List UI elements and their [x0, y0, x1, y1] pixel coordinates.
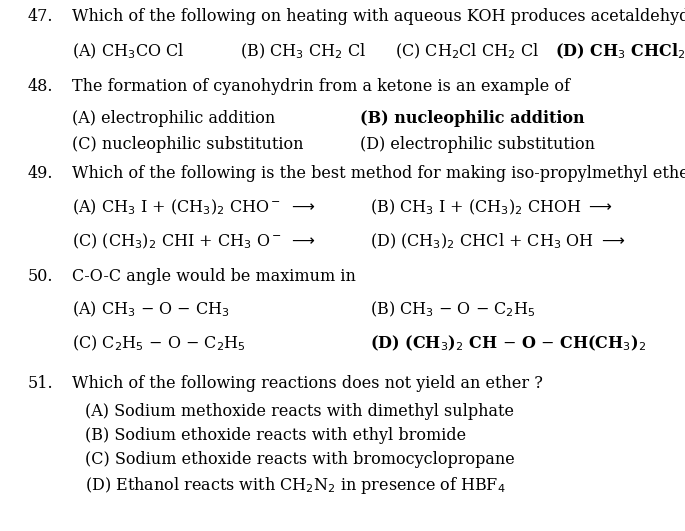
Text: 48.: 48. — [28, 78, 53, 95]
Text: 51.: 51. — [28, 375, 53, 392]
Text: (A) CH$_3$CO Cl: (A) CH$_3$CO Cl — [72, 42, 184, 62]
Text: 50.: 50. — [28, 268, 53, 285]
Text: (B) Sodium ethoxide reacts with ethyl bromide: (B) Sodium ethoxide reacts with ethyl br… — [85, 427, 466, 444]
Text: C-O-C angle would be maximum in: C-O-C angle would be maximum in — [72, 268, 356, 285]
Text: (D) Ethanol reacts with CH$_2$N$_2$ in presence of HBF$_4$: (D) Ethanol reacts with CH$_2$N$_2$ in p… — [85, 475, 506, 496]
Text: (A) CH$_3$ I + (CH$_3$)$_2$ CHO$^-$ $\longrightarrow$: (A) CH$_3$ I + (CH$_3$)$_2$ CHO$^-$ $\lo… — [72, 198, 315, 217]
Text: Which of the following is the best method for making iso-propylmethyl ether ?: Which of the following is the best metho… — [72, 165, 685, 182]
Text: Which of the following on heating with aqueous KOH produces acetaldehyde ?: Which of the following on heating with a… — [72, 8, 685, 25]
Text: 47.: 47. — [28, 8, 53, 25]
Text: (B) CH$_3$ I + (CH$_3$)$_2$ CHOH $\longrightarrow$: (B) CH$_3$ I + (CH$_3$)$_2$ CHOH $\longr… — [370, 198, 613, 217]
Text: 49.: 49. — [28, 165, 53, 182]
Text: The formation of cyanohydrin from a ketone is an example of: The formation of cyanohydrin from a keto… — [72, 78, 570, 95]
Text: (B) CH$_3$ $-$ O $-$ C$_2$H$_5$: (B) CH$_3$ $-$ O $-$ C$_2$H$_5$ — [370, 300, 536, 320]
Text: Which of the following reactions does not yield an ether ?: Which of the following reactions does no… — [72, 375, 543, 392]
Text: (C) (CH$_3$)$_2$ CHI + CH$_3$ O$^-$ $\longrightarrow$: (C) (CH$_3$)$_2$ CHI + CH$_3$ O$^-$ $\lo… — [72, 232, 316, 251]
Text: (A) Sodium methoxide reacts with dimethyl sulphate: (A) Sodium methoxide reacts with dimethy… — [85, 403, 514, 420]
Text: (A) electrophilic addition: (A) electrophilic addition — [72, 110, 275, 127]
Text: (B) nucleophilic addition: (B) nucleophilic addition — [360, 110, 584, 127]
Text: (B) CH$_3$ CH$_2$ Cl: (B) CH$_3$ CH$_2$ Cl — [240, 42, 366, 62]
Text: (D) (CH$_3$)$_2$ CHCl + CH$_3$ OH $\longrightarrow$: (D) (CH$_3$)$_2$ CHCl + CH$_3$ OH $\long… — [370, 232, 625, 251]
Text: (C) CH$_2$Cl CH$_2$ Cl: (C) CH$_2$Cl CH$_2$ Cl — [395, 42, 539, 62]
Text: (A) CH$_3$ $-$ O $-$ CH$_3$: (A) CH$_3$ $-$ O $-$ CH$_3$ — [72, 300, 229, 320]
Text: (D) (CH$_3$)$_2$ CH $-$ O $-$ CH(CH$_3$)$_2$: (D) (CH$_3$)$_2$ CH $-$ O $-$ CH(CH$_3$)… — [370, 334, 646, 354]
Text: (D) electrophilic substitution: (D) electrophilic substitution — [360, 136, 595, 153]
Text: (D) CH$_3$ CHCl$_2$: (D) CH$_3$ CHCl$_2$ — [555, 42, 685, 62]
Text: (C) Sodium ethoxide reacts with bromocyclopropane: (C) Sodium ethoxide reacts with bromocyc… — [85, 451, 514, 468]
Text: (C) nucleophilic substitution: (C) nucleophilic substitution — [72, 136, 303, 153]
Text: (C) C$_2$H$_5$ $-$ O $-$ C$_2$H$_5$: (C) C$_2$H$_5$ $-$ O $-$ C$_2$H$_5$ — [72, 334, 246, 354]
